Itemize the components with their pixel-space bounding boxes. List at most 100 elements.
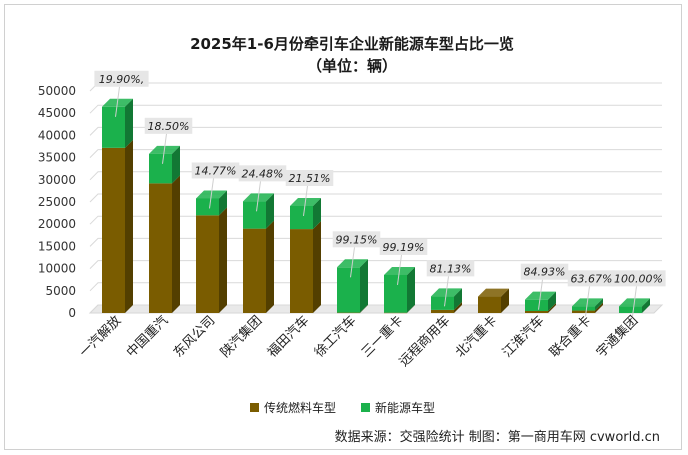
bar-1 xyxy=(431,296,454,310)
x-tick-label: 联合重卡 xyxy=(546,313,594,361)
bar-stack-6 xyxy=(384,266,415,314)
label-leader xyxy=(303,185,308,217)
label-leader xyxy=(585,286,590,317)
bar-stack-2 xyxy=(196,190,227,313)
data-label: 100.00% xyxy=(614,272,663,285)
gridline xyxy=(89,171,662,181)
gridline xyxy=(89,126,662,136)
bar-0 xyxy=(525,311,548,313)
bar-stack-3 xyxy=(243,193,274,313)
bar-0 xyxy=(384,312,407,314)
x-tick-label: 远程商用车 xyxy=(396,313,453,370)
x-tick-label: 陕汽集团 xyxy=(217,313,265,361)
bar-0 xyxy=(337,312,360,314)
label-leader xyxy=(444,276,449,307)
bar-side-0 xyxy=(172,175,180,313)
bar-side-1 xyxy=(266,193,274,229)
bar-top xyxy=(478,288,509,297)
legend-swatch xyxy=(250,403,259,412)
legend-label: 新能源车型 xyxy=(375,400,435,415)
label-box xyxy=(94,70,149,87)
bar-side-1 xyxy=(407,266,415,313)
bar-side-1 xyxy=(360,259,368,313)
x-tick-label: 宇通集团 xyxy=(593,313,641,361)
bar-0 xyxy=(478,296,501,313)
bar-side-1 xyxy=(642,298,650,313)
bar-1 xyxy=(384,274,407,313)
gridline xyxy=(89,282,662,292)
label-box xyxy=(144,117,193,134)
x-tick-label: 东风公司 xyxy=(171,313,218,360)
bar-stack-1 xyxy=(149,145,180,313)
gridline xyxy=(89,215,662,225)
bar-0 xyxy=(243,228,266,313)
y-tick-label: 40000 xyxy=(38,128,76,142)
x-tick-label: 福田汽车 xyxy=(264,313,312,361)
bars xyxy=(102,98,650,314)
label-box xyxy=(520,263,569,280)
data-label: 99.19% xyxy=(383,241,425,254)
y-tick-label: 50000 xyxy=(38,84,76,98)
x-tick-label: 中国重汽 xyxy=(123,313,171,361)
label-leader xyxy=(350,247,355,278)
bar-stack-8 xyxy=(478,288,509,313)
bar-side-0 xyxy=(454,301,462,313)
bar-1 xyxy=(102,106,125,148)
bar-1 xyxy=(572,306,595,311)
y-tick-label: 10000 xyxy=(38,262,76,276)
bar-1 xyxy=(525,299,548,312)
y-tick-label: 35000 xyxy=(38,151,76,165)
label-box xyxy=(379,238,428,255)
bar-1 xyxy=(337,267,360,313)
label-leader xyxy=(256,181,261,212)
bar-side-1 xyxy=(219,190,227,216)
bar-side-1 xyxy=(172,145,180,184)
label-box xyxy=(332,231,381,248)
bar-stack-0 xyxy=(102,98,133,313)
y-tick-label: 25000 xyxy=(38,195,76,209)
label-box xyxy=(426,260,475,277)
x-tick-label: 三一重卡 xyxy=(358,313,406,361)
gridline xyxy=(89,82,662,92)
bar-0 xyxy=(102,147,125,313)
gridline xyxy=(89,237,662,247)
y-axis: 0 5000 10000 15000 20000 25000 30000 35000 40000… xyxy=(38,84,76,320)
data-label: 63.67% xyxy=(571,272,613,285)
bar-1 xyxy=(149,153,172,184)
y-tick-label: 45000 xyxy=(38,106,76,120)
data-label: 99.15% xyxy=(336,233,378,246)
bar-0 xyxy=(431,309,454,313)
data-label: 18.50% xyxy=(148,120,190,133)
chart-title: 2025年1-6月份牵引车企业新能源车型占比一览 xyxy=(190,35,514,53)
gridline xyxy=(89,104,662,114)
y-tick-label: 15000 xyxy=(38,239,76,253)
label-box xyxy=(611,270,666,287)
bar-0 xyxy=(196,215,219,313)
chart-subtitle: （单位：辆） xyxy=(307,57,397,75)
data-label: 14.77% xyxy=(195,164,237,177)
bar-1 xyxy=(290,205,313,230)
bar-0 xyxy=(149,183,172,313)
label-leader xyxy=(115,86,120,117)
bar-stack-5 xyxy=(337,259,368,314)
x-tick-label: 徐工汽车 xyxy=(311,313,359,361)
bar-side-1 xyxy=(454,288,462,310)
legend-label: 传统燃料车型 xyxy=(264,400,336,415)
source-note: 数据来源：交强险统计 制图：第一商用车网 cvworld.cn xyxy=(335,429,660,445)
y-tick-label: 0 xyxy=(68,306,76,320)
x-tick-label: 一汽解放 xyxy=(77,313,124,360)
label-box xyxy=(567,270,616,287)
label-box xyxy=(191,162,240,179)
data-label: 19.90%, xyxy=(99,73,144,86)
bar-1 xyxy=(196,198,219,216)
y-tick-label: 20000 xyxy=(38,217,76,231)
data-label: 84.93% xyxy=(524,266,566,279)
label-leader xyxy=(162,133,167,164)
bar-1 xyxy=(619,306,642,313)
bar-side-0 xyxy=(407,304,415,313)
y-tick-label: 30000 xyxy=(38,173,76,187)
bar-side-0 xyxy=(595,302,603,313)
label-leader xyxy=(209,178,214,209)
